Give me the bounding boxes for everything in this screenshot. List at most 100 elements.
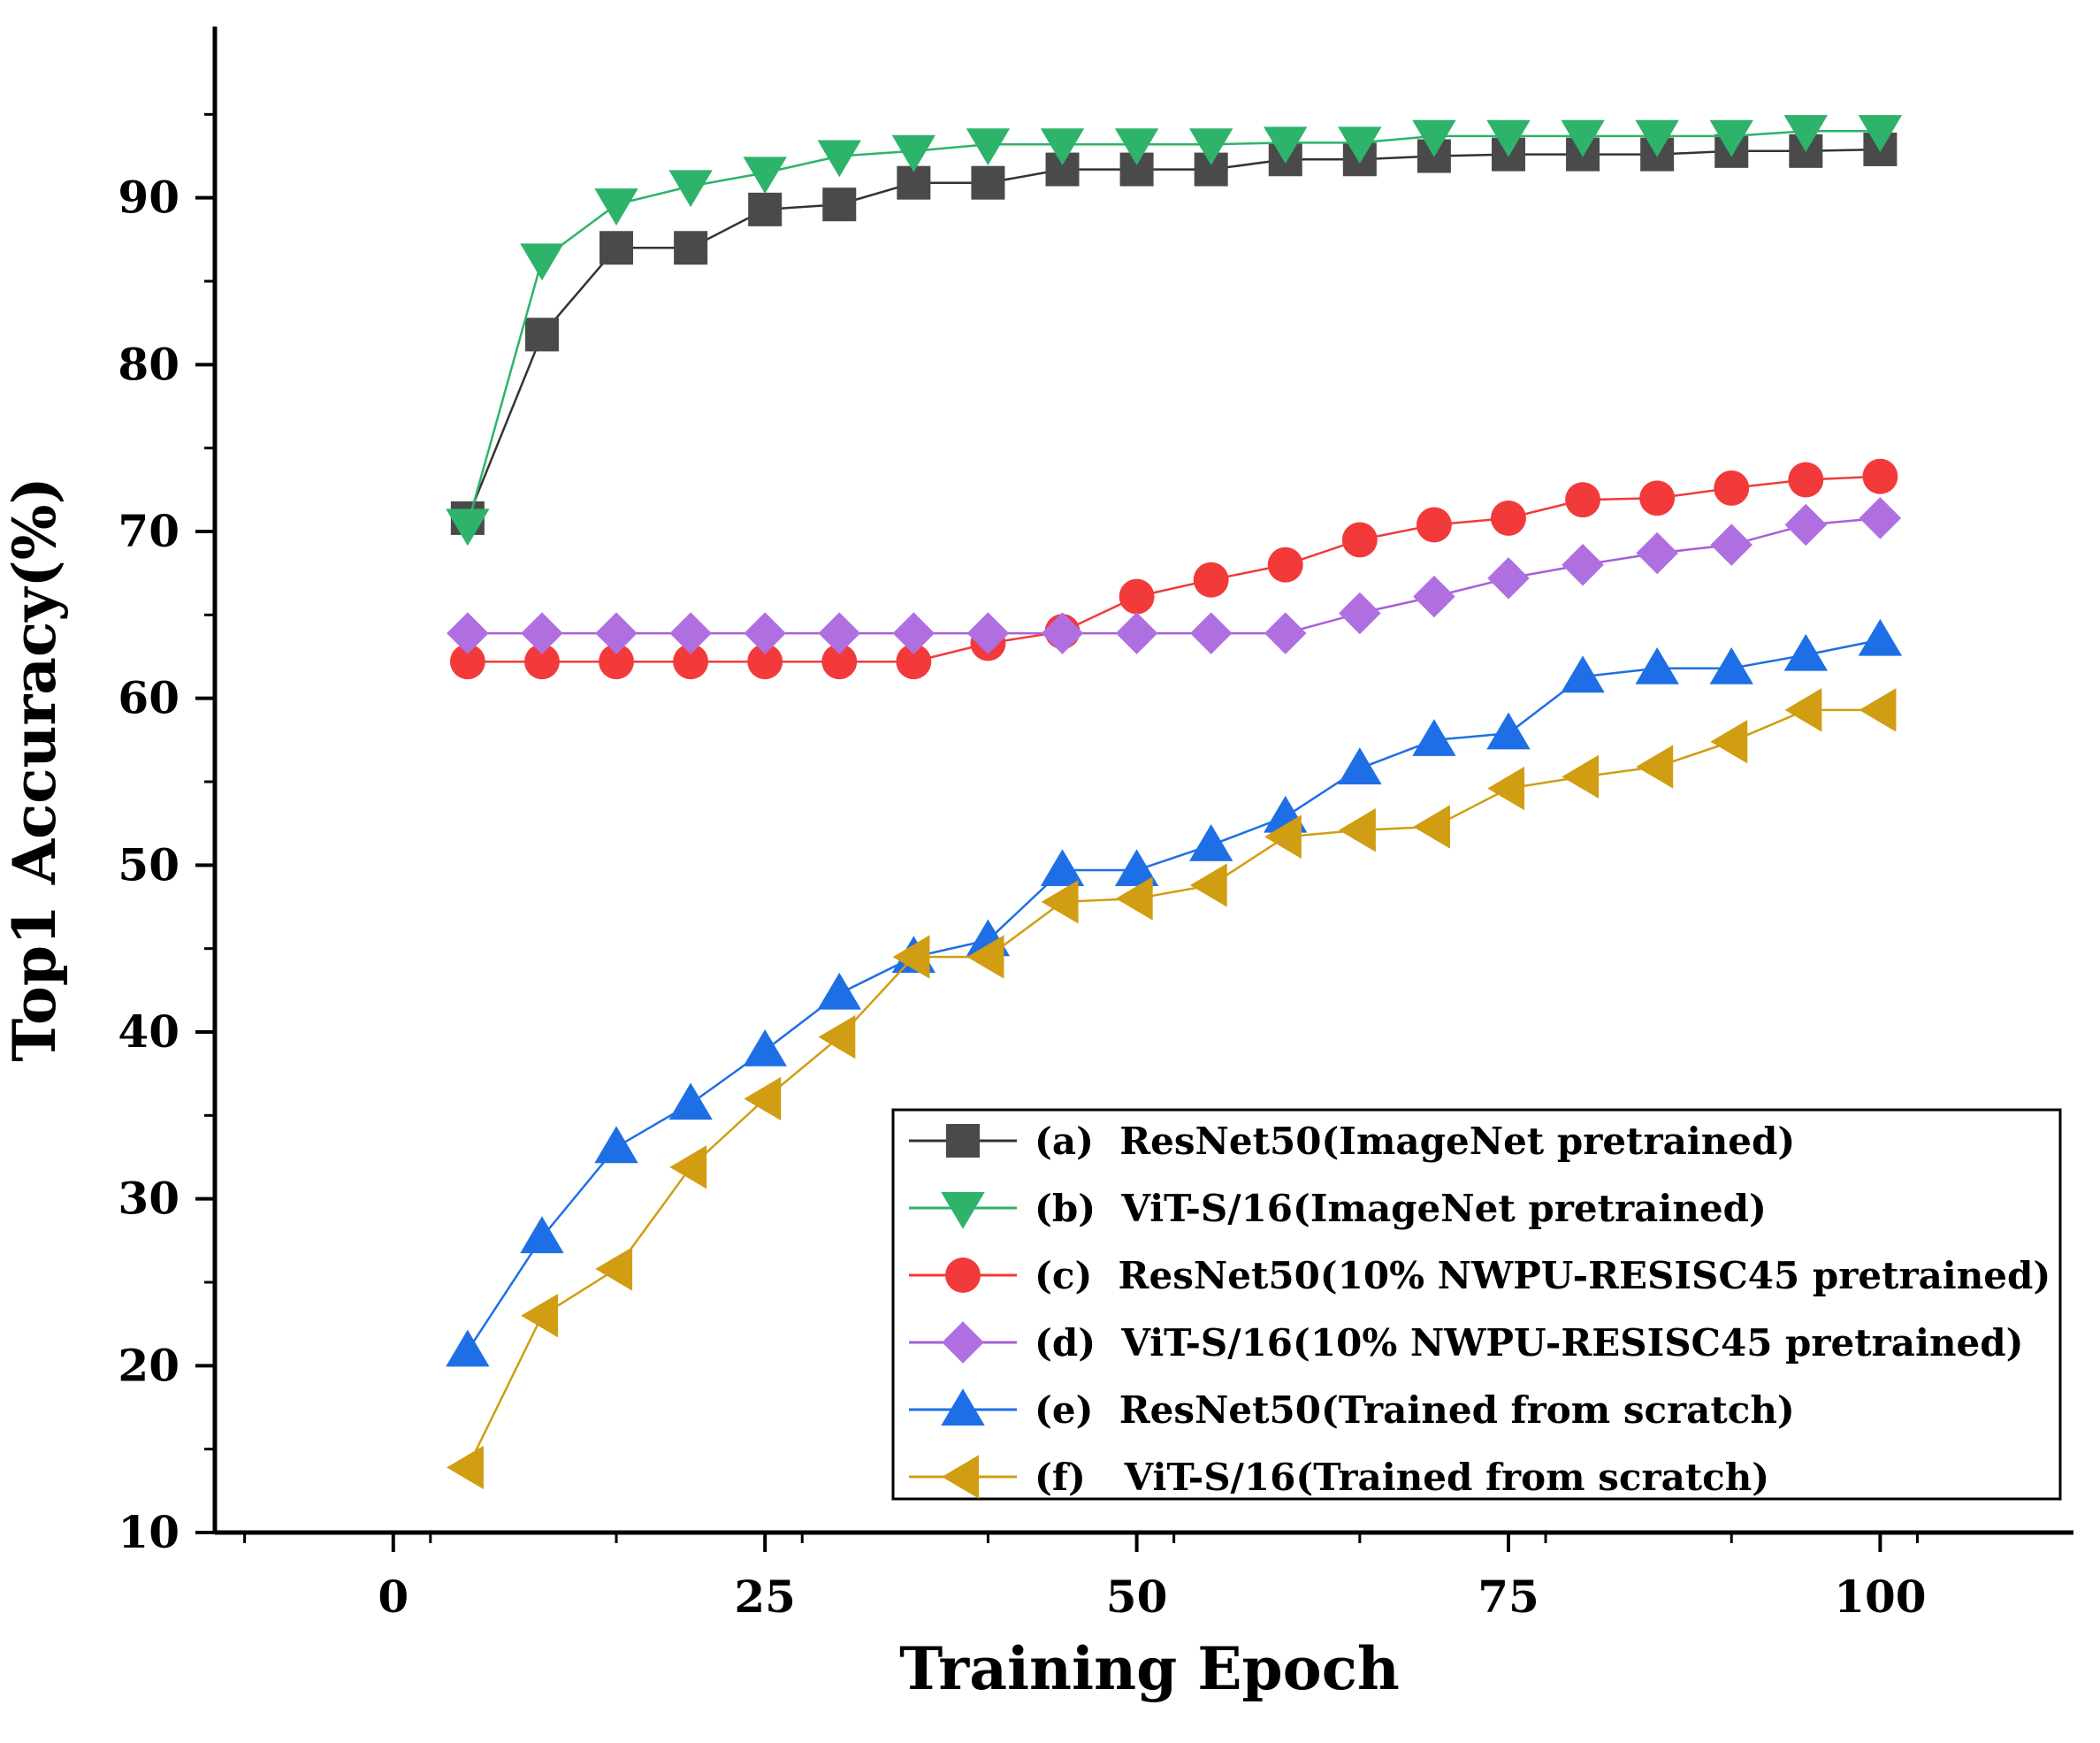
data-point [1413,805,1450,849]
data-point [1487,557,1530,600]
series-3 [449,458,1898,680]
data-point [817,972,861,1010]
data-point [1264,612,1307,654]
data-point [1639,480,1676,516]
y-tick-label: 10 [118,1506,179,1558]
data-point [1114,849,1159,887]
data-point [669,612,712,654]
y-tick-label: 20 [118,1339,179,1391]
data-point [520,243,564,281]
data-point [1788,462,1824,498]
legend-marker [942,1455,980,1499]
data-point [599,644,634,680]
legend-label: (b) ViT-S/16(ImageNet pretrained) [1035,1187,1767,1230]
data-point [1784,688,1822,732]
legend-item: (a) ResNet50(ImageNet pretrained) [909,1120,1795,1163]
data-point [1264,126,1308,164]
legend-label: (d) ViT-S/16(10% NWPU-RESISC45 pretraine… [1035,1321,2023,1365]
data-point [1562,543,1604,586]
series-line [466,129,1881,525]
data-point [1339,592,1381,635]
data-point [1339,808,1376,852]
data-point [594,188,638,226]
legend-box [891,1108,2062,1501]
data-point [1562,754,1600,799]
data-point [1193,562,1229,598]
data-point [743,157,787,195]
series-line [467,516,1881,635]
series-6 [447,688,1897,1490]
data-point [818,1014,856,1059]
data-point [1862,458,1898,494]
data-point [599,231,634,265]
data-point [1491,500,1526,536]
legend-marker [946,1124,980,1158]
data-point [821,644,858,680]
data-point [446,508,490,547]
legend-marker [945,1258,981,1293]
data-point [668,170,713,208]
data-point [1188,823,1233,861]
x-axis-title: Training Epoch [899,1634,1400,1703]
data-point [1858,115,1903,152]
data-point [1189,863,1227,907]
data-point [1635,646,1679,684]
data-point [521,612,563,654]
data-point [1338,126,1382,164]
data-point [1115,876,1153,921]
x-tick-label: 0 [378,1571,409,1623]
data-point [1189,612,1233,654]
y-tick-label: 30 [118,1173,179,1225]
data-point [892,935,930,979]
legend-marker [942,1321,984,1364]
data-point [1486,119,1531,157]
data-point [743,1029,787,1066]
data-point [1783,633,1829,671]
data-point [1635,119,1679,157]
y-axis-title: Top1 Accuracy(%) [0,477,69,1061]
data-point [1710,524,1753,566]
data-point [1709,646,1753,684]
data-point [1636,531,1678,575]
data-point [744,1076,782,1121]
data-point [1041,880,1079,924]
data-point [892,612,935,654]
data-point [446,1329,490,1367]
series-4 [447,497,1902,654]
data-point [1119,578,1155,615]
legend-label: (c) ResNet50(10% NWPU-RESISC45 pretraine… [1035,1254,2050,1297]
data-point [822,187,857,222]
data-point [1710,720,1748,764]
data-point [669,1145,707,1189]
data-point [524,644,560,680]
data-point [966,612,1010,654]
series-2 [446,115,1903,547]
data-point [747,644,783,680]
legend-label: (f) ViT-S/16(Trained from scratch) [1035,1456,1769,1499]
data-point [668,1082,713,1120]
data-point [748,192,783,226]
data-point [1338,747,1382,784]
data-point [891,134,936,172]
data-point [1636,745,1674,789]
data-point [447,612,489,654]
data-point [1784,503,1828,547]
data-point [1040,849,1085,887]
data-point [595,1247,633,1291]
legend: (a) ResNet50(ImageNet pretrained) (b) ViT… [891,1108,2062,1501]
legend-label: (a) ResNet50(ImageNet pretrained) [1035,1120,1795,1163]
data-point [1412,719,1456,756]
data-point [1859,688,1897,732]
legend-item: (e) ResNet50(Trained from scratch) [909,1388,1795,1432]
series-5 [446,618,1903,1367]
legend-item: (c) ResNet50(10% NWPU-RESISC45 pretraine… [909,1254,2050,1297]
data-point [966,128,1011,166]
data-point [1264,814,1302,859]
legend-label: (e) ResNet50(Trained from scratch) [1035,1388,1795,1432]
data-point [521,1294,559,1338]
data-point [1412,119,1456,157]
data-point [1858,618,1903,656]
data-point [1565,482,1601,518]
data-point [1413,575,1455,618]
data-point [1341,522,1378,558]
